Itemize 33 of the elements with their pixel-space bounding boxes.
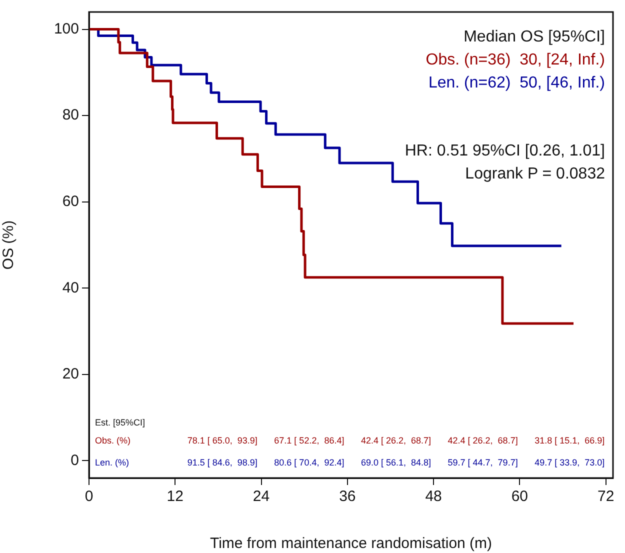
annotation: 59.7 [ 44.7, 79.7] [448,457,518,468]
x-tick-label: 24 [252,488,270,506]
x-tick-label: 12 [166,488,184,506]
y-tick-label: 60 [62,192,79,210]
annotation: 78.1 [ 65.0, 93.9] [187,435,258,446]
y-tick-label: 100 [54,20,79,38]
annotation: 31.8 [ 15.1, 66.9] [534,435,605,446]
annotation: 42.4 [ 26.2, 68.7] [360,435,432,446]
x-tick-label: 36 [339,488,356,506]
x-tick-label: 72 [597,488,614,506]
x-tick-label: 0 [84,488,94,506]
annotation: HR: 0.51 95%CI [0.26, 1.01] [404,142,605,160]
annotation: Len. (%) [95,457,130,468]
y-axis-title: OS (%) [0,220,18,270]
text: Len. (n=62) 50, [46, Inf.) [428,74,605,92]
annotation: 91.5 [ 84.6, 98.9] [187,457,258,468]
y-tick-label: 80 [62,106,79,124]
annotation: Obs. (%) [95,435,131,446]
annotation: 67.1 [ 52.2, 86.4] [274,435,344,446]
annotation: 69.0 [ 56.1, 84.8] [360,457,432,468]
legend-title: Median OS [95%CI] [464,28,605,46]
annotation: Est. [95%CI] [95,417,146,428]
y-tick-label: 20 [62,366,79,383]
x-tick-label: 60 [511,488,528,506]
annotation: 80.6 [ 70.4, 92.4] [274,457,344,468]
x-axis-title: Time from maintenance randomisation (m) [210,535,492,552]
annotation: 42.4 [ 26.2, 68.7] [448,435,518,446]
text: Obs. (n=36) 30, [24, Inf.) [426,51,605,68]
y-tick-label: 40 [62,279,79,296]
x-tick-label: 48 [425,488,442,506]
annotation: 49.7 [ 33.9, 73.0] [534,457,605,468]
annotation: Logrank P = 0.0832 [465,165,606,182]
y-tick-label: 0 [70,452,79,469]
